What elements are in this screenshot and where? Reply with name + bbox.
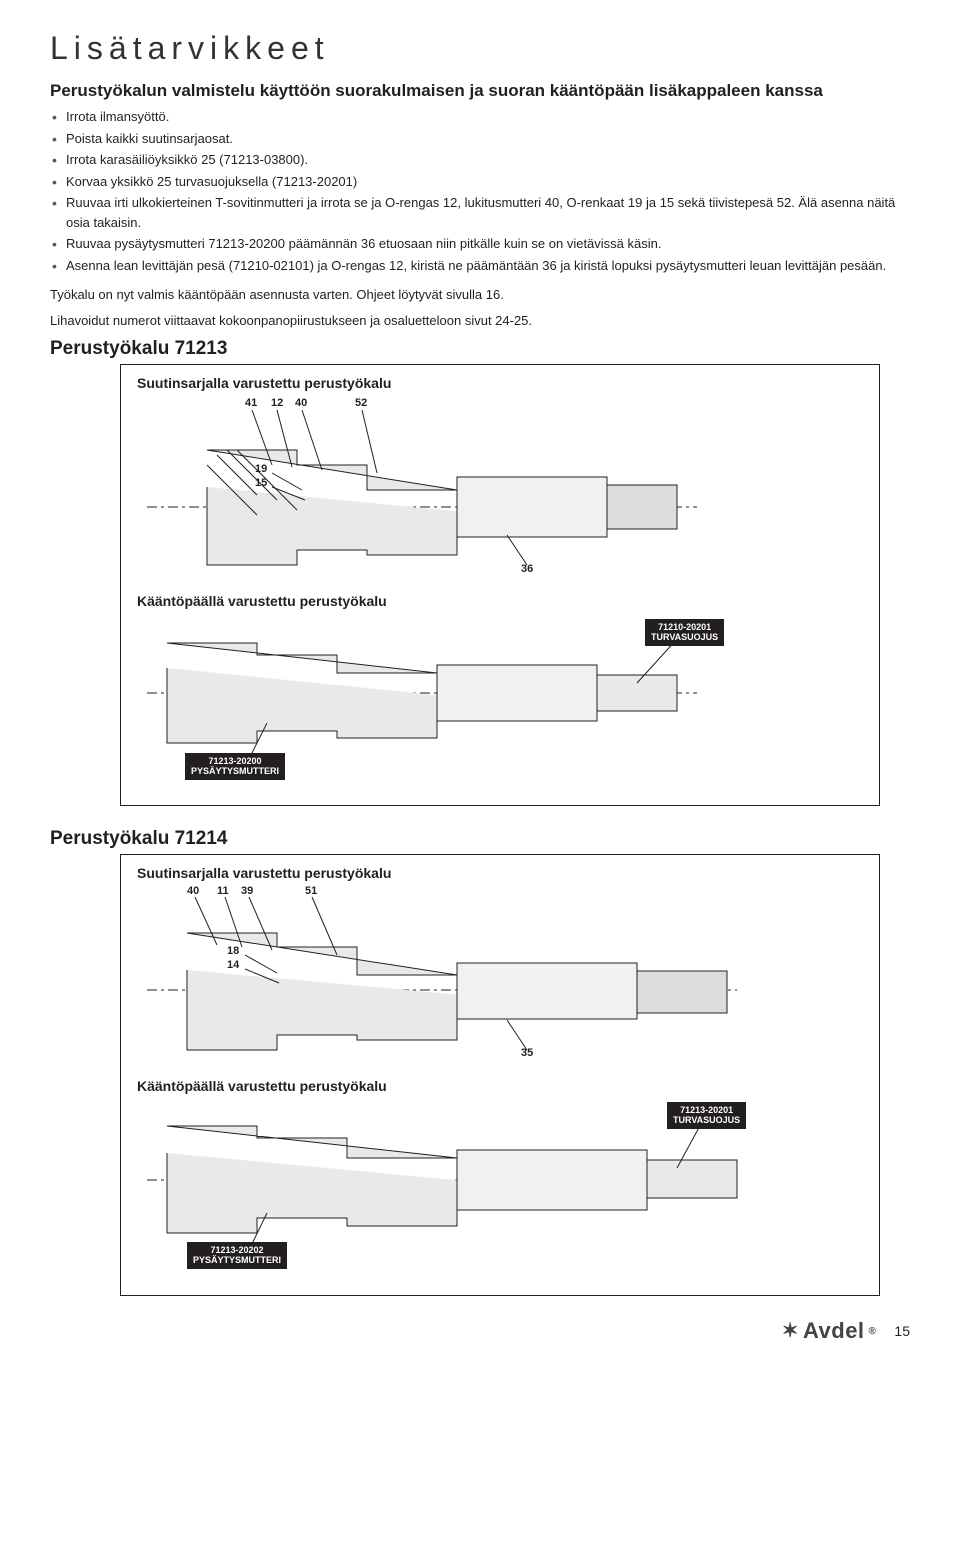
callout: 52 [355, 397, 367, 409]
list-item: Irrota karasäiliöyksikkö 25 (71213-03800… [50, 150, 910, 170]
list-item: Korvaa yksikkö 25 turvasuojuksella (7121… [50, 172, 910, 192]
label-text: PYSÄYTYSMUTTERI [193, 1255, 281, 1265]
list-item: Asenna lean levittäjän pesä (71210-02101… [50, 256, 910, 276]
callout: 14 [227, 959, 239, 971]
label-num: 71213-20200 [208, 756, 261, 766]
diagram-71214-nose: 40 11 39 51 18 14 35 [137, 885, 863, 1070]
page-number: 15 [894, 1323, 910, 1339]
label-num: 71210-20201 [658, 622, 711, 632]
label-turvasuojus: 71210-20201 TURVASUOJUS [645, 619, 724, 646]
figure-title: Suutinsarjalla varustettu perustyökalu [137, 375, 863, 391]
logo-text: Avdel [803, 1318, 865, 1344]
list-item: Ruuvaa pysäytysmutteri 71213-20200 päämä… [50, 234, 910, 254]
figure-subtitle: Kääntöpäällä varustettu perustyökalu [137, 593, 863, 609]
label-pysaytysmutteri: 71213-20202 PYSÄYTYSMUTTERI [187, 1242, 287, 1269]
callout: 40 [187, 885, 199, 897]
list-item: Ruuvaa irti ulkokierteinen T-sovitinmutt… [50, 193, 910, 232]
callout: 18 [227, 945, 239, 957]
bullet-list: Irrota ilmansyöttö. Poista kaikki suutin… [50, 107, 910, 275]
diagram-71213-swivel: 71210-20201 TURVASUOJUS 71213-20200 PYSÄ… [137, 613, 863, 783]
callout: 41 [245, 397, 257, 409]
label-text: PYSÄYTYSMUTTERI [191, 766, 279, 776]
paragraph: Lihavoidut numerot viittaavat kokoonpano… [50, 311, 910, 331]
section-subtitle: Perustyökalun valmistelu käyttöön suorak… [50, 81, 910, 101]
callout: 39 [241, 885, 253, 897]
label-num: 71213-20202 [210, 1245, 263, 1255]
logo-icon: ✶ [782, 1321, 799, 1341]
paragraph: Työkalu on nyt valmis kääntöpään asennus… [50, 285, 910, 305]
brand-logo: ✶ Avdel® [782, 1318, 877, 1344]
figure-subtitle: Kääntöpäällä varustettu perustyökalu [137, 1078, 863, 1094]
callout: 19 [255, 463, 267, 475]
label-turvasuojus: 71213-20201 TURVASUOJUS [667, 1102, 746, 1129]
list-item: Irrota ilmansyöttö. [50, 107, 910, 127]
tool-heading-71214: Perustyökalu 71214 [50, 828, 910, 850]
callout: 12 [271, 397, 283, 409]
list-item: Poista kaikki suutinsarjaosat. [50, 129, 910, 149]
label-text: TURVASUOJUS [673, 1115, 740, 1125]
callout: 11 [217, 885, 229, 897]
figure-box-71214: Suutinsarjalla varustettu perustyökalu 4… [120, 854, 880, 1296]
callout: 15 [255, 477, 267, 489]
callout: 51 [305, 885, 317, 897]
label-text: TURVASUOJUS [651, 632, 718, 642]
diagram-71214-swivel: 71213-20201 TURVASUOJUS 71213-20202 PYSÄ… [137, 1098, 863, 1273]
label-num: 71213-20201 [680, 1105, 733, 1115]
figure-title: Suutinsarjalla varustettu perustyökalu [137, 865, 863, 881]
label-pysaytysmutteri: 71213-20200 PYSÄYTYSMUTTERI [185, 753, 285, 780]
callout: 36 [521, 563, 533, 575]
diagram-71213-nose: 41 12 40 52 19 15 36 [137, 395, 863, 585]
tool-heading-71213: Perustyökalu 71213 [50, 338, 910, 360]
page-title: Lisätarvikkeet [50, 30, 910, 67]
callout: 35 [521, 1047, 533, 1059]
figure-box-71213: Suutinsarjalla varustettu perustyökalu [120, 364, 880, 806]
callout: 40 [295, 397, 307, 409]
page-footer: ✶ Avdel® 15 [50, 1318, 910, 1344]
